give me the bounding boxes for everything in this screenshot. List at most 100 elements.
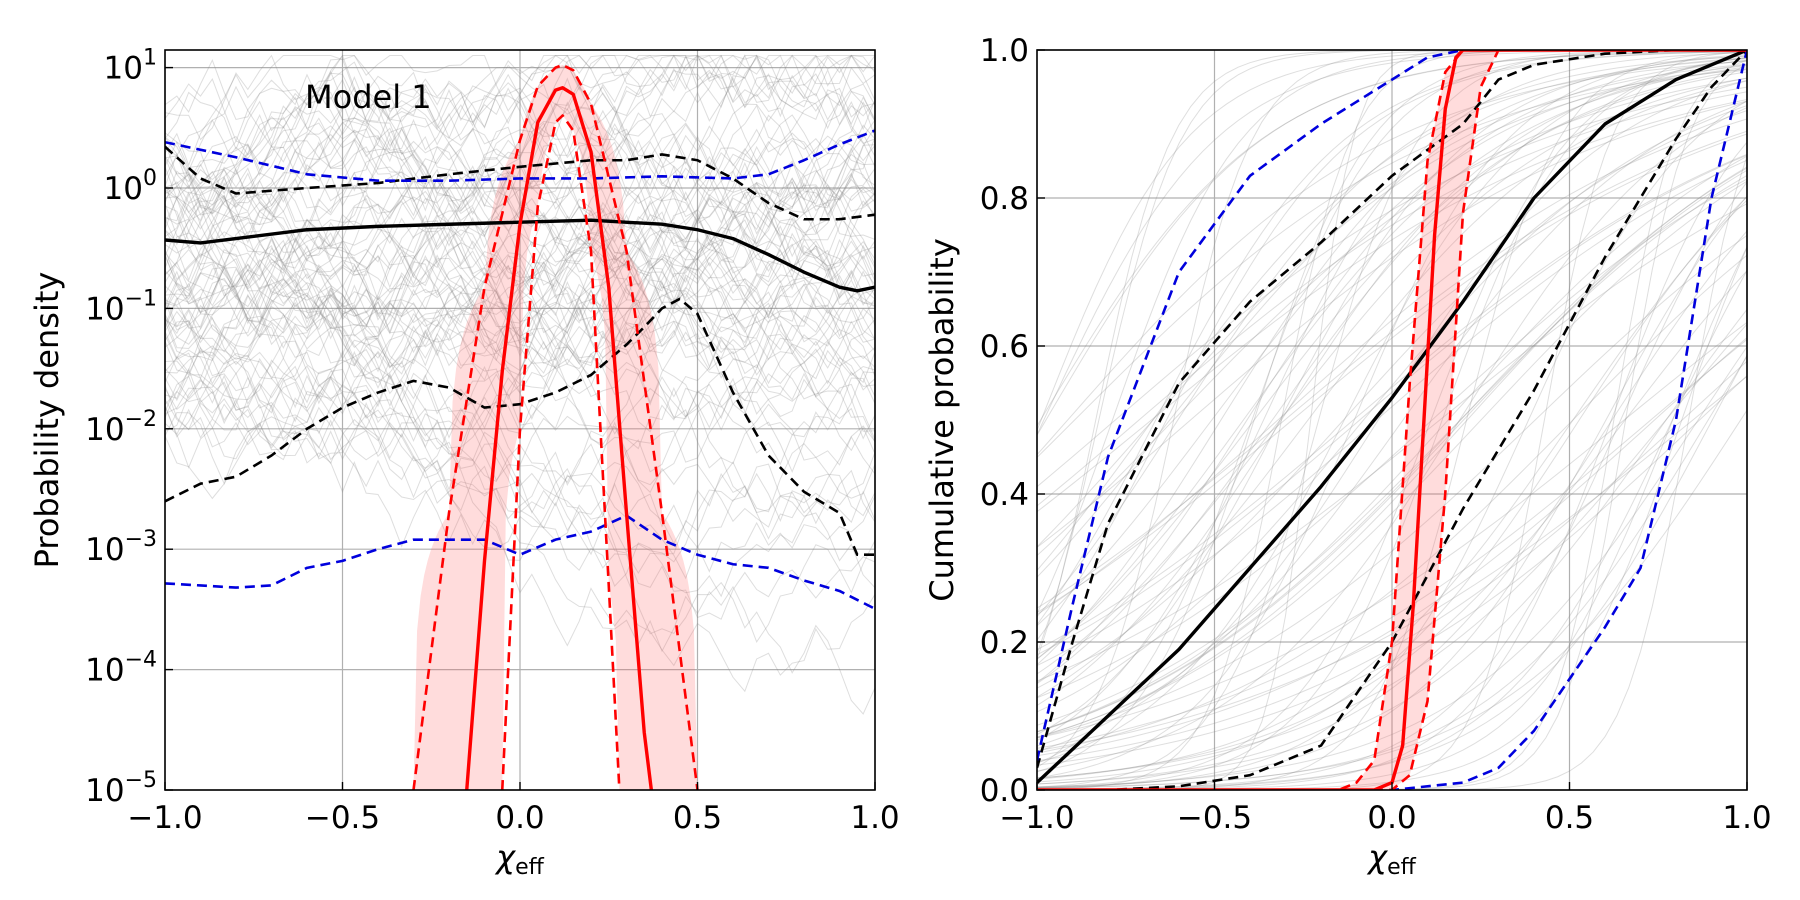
right-x-tick-label: −0.5 [1177, 800, 1252, 836]
left-background-trace [165, 142, 875, 415]
right-series-2-dashed [1037, 50, 1747, 790]
right-background-trace [1037, 175, 1747, 726]
left-x-axis-label: χeff [494, 838, 544, 880]
left-y-tick-label: 10−5 [85, 768, 157, 809]
right-background-trace [1037, 180, 1747, 738]
right-background-trace [1037, 63, 1747, 578]
left-background-trace [165, 90, 875, 307]
left-background-trace [165, 76, 875, 279]
left-x-tick-label: −1.0 [127, 800, 202, 836]
left-background-trace [165, 237, 875, 349]
right-y-tick-label: 0.4 [980, 477, 1029, 513]
right-background-trace [1037, 50, 1747, 764]
right-panel-cdf: −1.0 −0.5 0.0 0.5 1.0 0.0 0.2 0.4 0.6 0.8 1.0 χeff… [923, 33, 1772, 880]
left-background-trace [165, 55, 875, 238]
left-red-band [413, 65, 698, 790]
left-x-tick-label: 1.0 [850, 800, 899, 836]
right-series-6-dashed [1037, 50, 1747, 790]
right-background-trace [1037, 169, 1747, 733]
left-background-trace [165, 168, 875, 377]
right-background-trace [1037, 375, 1747, 752]
right-series-1-dashed [1037, 50, 1747, 769]
left-y-axis-label: Probability density [28, 272, 66, 569]
left-background-trace [165, 55, 875, 211]
left-series-0-solid [165, 218, 875, 293]
right-background-trace [1037, 57, 1747, 788]
left-ticks: −1.0 −0.5 0.0 0.5 1.0 10−5 10−4 10−3 10−2 10−1 100… [85, 46, 900, 836]
right-y-tick-label: 0.8 [980, 181, 1029, 217]
left-background-trace [165, 217, 875, 362]
left-series-3-dashed [165, 129, 875, 182]
right-background-trace [1037, 130, 1747, 609]
left-background-trace [165, 236, 875, 340]
left-background-trace [165, 222, 875, 379]
right-series [1037, 50, 1747, 790]
left-series-6-dashed [412, 63, 699, 790]
left-red-confidence-band [413, 65, 698, 790]
left-background-trace [165, 372, 875, 653]
right-background-trace [1037, 100, 1747, 548]
left-background-trace [165, 328, 875, 520]
right-background-trace [1037, 66, 1747, 660]
right-series-7-dashed [1037, 50, 1747, 790]
right-background-trace [1037, 77, 1747, 556]
left-background-trace [165, 54, 875, 218]
left-background-trace [165, 196, 875, 337]
left-y-tick-label: 10−1 [85, 286, 157, 327]
left-background-trace [165, 54, 875, 163]
right-background-trace [1037, 118, 1747, 615]
right-background-trace [1037, 55, 1747, 736]
left-background-trace [165, 191, 875, 360]
left-background-trace [165, 367, 875, 693]
left-background-trace [165, 108, 875, 298]
left-background-trace [165, 70, 875, 266]
right-background-trace [1037, 339, 1747, 749]
left-background-trace [165, 385, 875, 715]
right-background-trace [1037, 375, 1747, 766]
right-ticks: −1.0 −0.5 0.0 0.5 1.0 0.0 0.2 0.4 0.6 0.8 1.0 [980, 33, 1772, 836]
right-background-trace [1037, 100, 1747, 747]
right-background-trace [1037, 68, 1747, 548]
left-background-trace [165, 236, 875, 485]
left-background-trace [165, 54, 875, 237]
left-background-trace [165, 351, 875, 589]
left-background-trace [165, 249, 875, 467]
right-background-trace [1037, 254, 1747, 754]
right-background-trace [1037, 321, 1747, 739]
left-series-7-dashed [500, 114, 621, 790]
left-background-trace [165, 72, 875, 304]
left-background-trace [165, 152, 875, 391]
left-background-trace [165, 73, 875, 281]
right-background-trace [1037, 100, 1747, 789]
left-background-trace [165, 61, 875, 404]
right-background-trace [1037, 409, 1747, 789]
right-background-trace [1037, 270, 1747, 779]
left-background-trace [165, 185, 875, 430]
right-x-tick-label: 0.0 [1367, 800, 1416, 836]
left-background-trace [165, 128, 875, 374]
left-background-trace [165, 55, 875, 264]
left-background-trace [165, 96, 875, 402]
left-background-trace [165, 129, 875, 443]
left-series-4-dashed [165, 514, 875, 610]
left-background-trace [165, 188, 875, 409]
right-x-label-main: χ [1366, 838, 1388, 876]
left-background-trace [165, 208, 875, 340]
right-background-trace [1037, 55, 1747, 617]
right-background-trace [1037, 51, 1747, 641]
left-background-trace [165, 263, 875, 435]
left-background-trace [165, 320, 875, 513]
left-x-label-main: χ [494, 838, 516, 876]
left-background-trace [165, 350, 875, 620]
left-background-trace [165, 236, 875, 367]
right-background-trace [1037, 230, 1747, 785]
left-background-trace [165, 101, 875, 294]
left-background-trace [165, 171, 875, 374]
right-background-trace [1037, 57, 1747, 666]
left-background-trace [165, 200, 875, 414]
left-panel-pdf: −1.0 −0.5 0.0 0.5 1.0 10−5 10−4 10−3 10−2 10−1 100… [28, 46, 900, 880]
right-background-trace [1037, 64, 1747, 706]
left-background-trace [165, 114, 875, 343]
left-y-tick-label: 10−4 [85, 648, 157, 689]
